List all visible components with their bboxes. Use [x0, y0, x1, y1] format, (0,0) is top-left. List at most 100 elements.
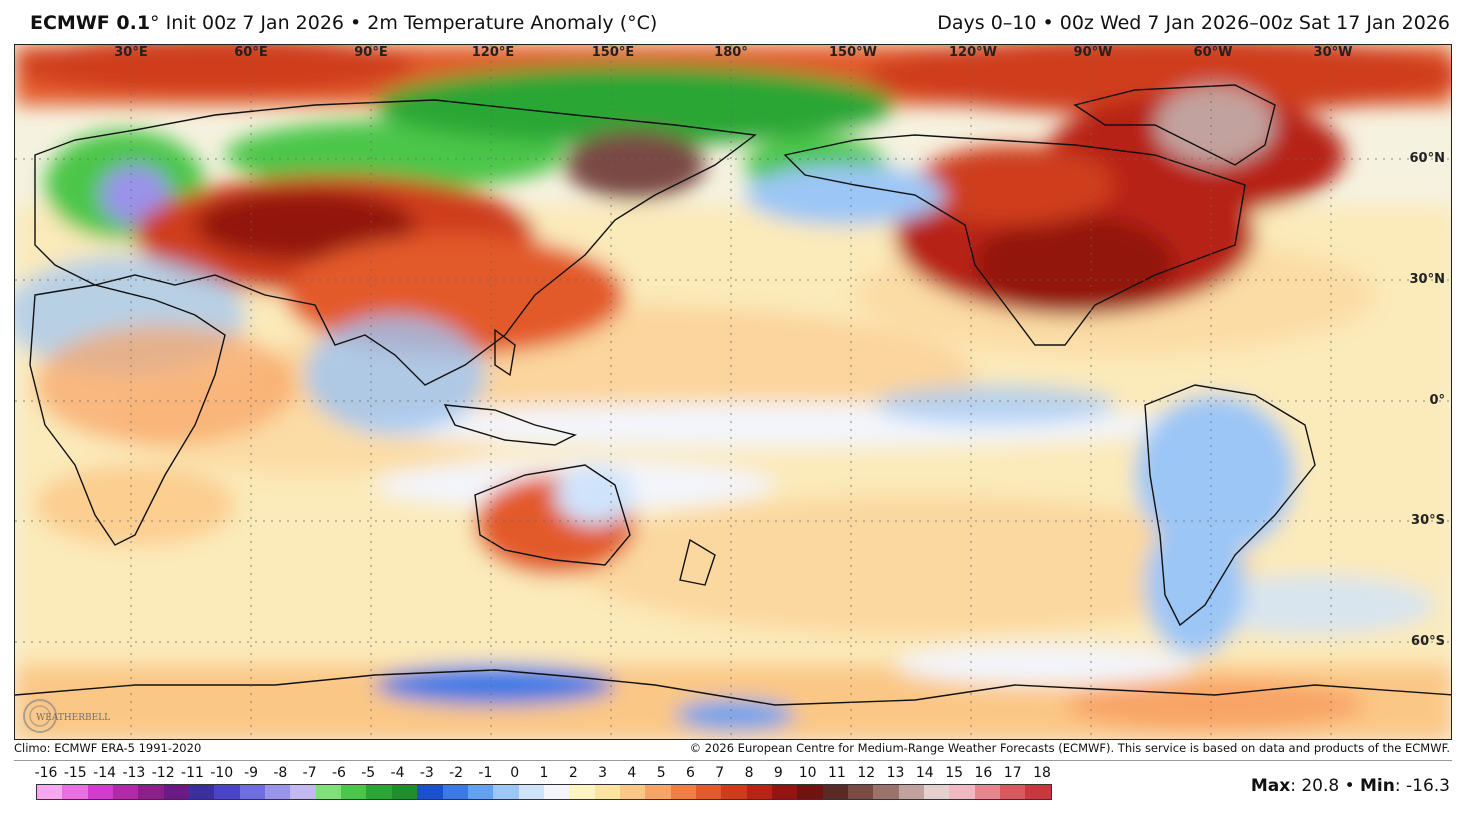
anomaly-map: 30°E 60°E 90°E 120°E 150°E 180° 150°W 12…: [14, 44, 1452, 740]
lat-label: 30°N: [1409, 272, 1445, 287]
climo-note: Climo: ECMWF ERA-5 1991-2020: [14, 741, 202, 755]
lon-label: 60°E: [234, 45, 268, 60]
init-text: Init 00z 7 Jan 2026 • 2m Temperature Ano…: [159, 12, 658, 34]
lon-label: 60°W: [1193, 45, 1233, 60]
lat-label: 0°: [1429, 393, 1445, 408]
colorbar-tick-label: -16: [34, 765, 58, 781]
colorbar-swatch: [290, 785, 316, 799]
colorbar-swatch: [113, 785, 139, 799]
colorbar-swatch: [163, 785, 190, 799]
colorbar-swatch: [645, 785, 671, 799]
colorbar-swatch: [341, 785, 367, 799]
colorbar-tick-label: 2: [568, 765, 578, 781]
colorbar-tick-label: 16: [974, 765, 993, 781]
colorbar-swatch: [619, 785, 646, 799]
colorbar-tick-label: -2: [449, 765, 464, 781]
colorbar-tick-label: -12: [151, 765, 175, 781]
colorbar-swatch: [569, 785, 595, 799]
colorbar-swatch: [366, 785, 392, 799]
colorbar-tick-label: -5: [361, 765, 376, 781]
colorbar-tick-label: 8: [744, 765, 754, 781]
colorbar-swatch: [1000, 785, 1026, 799]
colorbar-tick-label: 17: [1003, 765, 1022, 781]
lon-label: 150°E: [591, 45, 635, 60]
colorbar-swatch: [771, 785, 798, 799]
colorbar-swatch: [898, 785, 925, 799]
colorbar-swatch: [518, 785, 544, 799]
coastlines: [15, 84, 1451, 706]
lon-label: 120°E: [471, 45, 515, 60]
lat-label: 30°S: [1411, 513, 1445, 528]
colorbar-tick-label: -15: [63, 765, 87, 781]
lon-label: 180°: [714, 45, 748, 60]
colorbar-swatch: [467, 785, 494, 799]
lat-label: 60°N: [1409, 151, 1445, 166]
colorbar-tick-label: -6: [331, 765, 346, 781]
colorbar-tick-label: 3: [598, 765, 608, 781]
map-title: ECMWF 0.1° Init 00z 7 Jan 2026 • 2m Temp…: [30, 12, 658, 34]
colorbar-tick-label: 10: [798, 765, 817, 781]
colorbar-tick-label: 5: [656, 765, 666, 781]
max-label: Max: [1250, 776, 1291, 796]
map-canvas: [15, 45, 1451, 739]
colorbar-tick-label: -14: [93, 765, 117, 781]
valid-range: Days 0–10 • 00z Wed 7 Jan 2026–00z Sat 1…: [937, 12, 1450, 34]
colorbar-tick-label: 18: [1033, 765, 1051, 781]
colorbar-tick-label: -4: [390, 765, 405, 781]
colorbar-swatch: [37, 785, 63, 799]
lon-label: 90°W: [1073, 45, 1113, 60]
colorbar-tick-label: 9: [773, 765, 783, 781]
colorbar-swatch: [746, 785, 772, 799]
colorbar-tick-label: 14: [915, 765, 934, 781]
colorbar-tick-label: -7: [302, 765, 317, 781]
colorbar-swatch: [1025, 785, 1051, 799]
colorbar-swatch: [239, 785, 266, 799]
colorbar-swatch: [797, 785, 823, 799]
colorbar-swatch: [315, 785, 342, 799]
weatherbell-logo: WEATHERBELL: [23, 699, 110, 733]
colorbar-tick-label: -1: [478, 765, 493, 781]
colorbar-swatch: [594, 785, 620, 799]
colorbar-swatch: [924, 785, 950, 799]
colorbar: [36, 784, 1052, 800]
colorbar-swatch: [138, 785, 164, 799]
colorbar-swatch: [822, 785, 848, 799]
lon-label: 120°W: [949, 45, 997, 60]
colorbar-tick-label: 11: [828, 765, 846, 781]
colorbar-swatch: [493, 785, 519, 799]
colorbar-swatch: [442, 785, 468, 799]
max-value: : 20.8 •: [1290, 776, 1361, 796]
colorbar-swatch: [848, 785, 874, 799]
colorbar-swatch: [670, 785, 696, 799]
max-min-stats: Max: 20.8 • Min: -16.3: [1251, 776, 1450, 796]
colorbar-tick-label: 12: [857, 765, 876, 781]
colorbar-swatch: [543, 785, 570, 799]
lon-label: 30°E: [114, 45, 148, 60]
copyright-note: © 2026 European Centre for Medium-Range …: [689, 741, 1450, 755]
colorbar-swatch: [87, 785, 114, 799]
colorbar-swatch: [214, 785, 240, 799]
colorbar-tick-label: 1: [539, 765, 549, 781]
colorbar-tick-label: -3: [419, 765, 434, 781]
colorbar-ticks: -16 -15 -14 -13 -12 -11 -10 -9 -8 -7 -6 -5 -4 -3 -2 -1 0…: [34, 765, 1052, 783]
colorbar-tick-label: -8: [273, 765, 288, 781]
colorbar-tick-label: 13: [886, 765, 905, 781]
min-value: : -16.3: [1394, 776, 1450, 796]
colorbar-tick-label: -9: [244, 765, 259, 781]
lon-label: 90°E: [354, 45, 388, 60]
colorbar-tick-label: -11: [181, 765, 204, 781]
colorbar-swatch: [391, 785, 418, 799]
colorbar-tick-label: 15: [945, 765, 964, 781]
colorbar-swatch: [62, 785, 88, 799]
colorbar-swatch: [417, 785, 443, 799]
colorbar-swatch: [949, 785, 975, 799]
lon-label: 150°W: [829, 45, 877, 60]
colorbar-tick-label: 6: [686, 765, 695, 781]
lon-label: 30°W: [1313, 45, 1353, 60]
colorbar-swatch: [265, 785, 291, 799]
colorbar-tick-label: 7: [715, 765, 725, 781]
logo-text: WEATHERBELL: [36, 713, 110, 723]
colorbar-tick-label: -13: [122, 765, 146, 781]
colorbar-swatch: [189, 785, 215, 799]
divider: [14, 760, 1452, 761]
